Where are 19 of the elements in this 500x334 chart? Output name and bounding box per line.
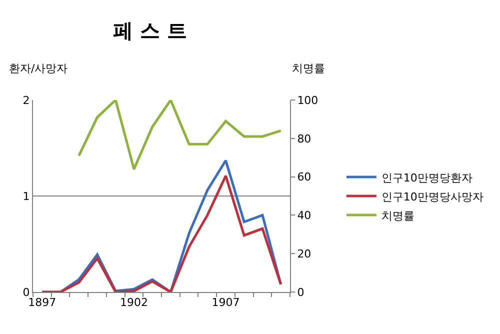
- y-tick-label: 1: [22, 190, 30, 203]
- y2-tick-label: 20: [297, 247, 312, 260]
- y2-tick-label: 40: [297, 209, 312, 222]
- y-tick-label: 0: [22, 286, 30, 299]
- y2-tick-label: 60: [297, 170, 312, 184]
- chart-title: 페 스 트: [113, 18, 187, 42]
- legend-label: 치명률: [381, 209, 414, 222]
- y2-tick-label: 0: [297, 286, 304, 299]
- legend-label: 인구10만명당환자: [381, 171, 472, 184]
- y2-tick-label: 80: [297, 132, 312, 146]
- y-tick-label: 2: [22, 94, 30, 107]
- x-tick-label: 1902: [120, 296, 148, 310]
- y2-axis-title: 치명률: [292, 62, 325, 75]
- legend-label: 인구10만명당사망자: [381, 190, 484, 204]
- x-tick-label: 1897: [28, 296, 56, 310]
- y-axis-title: 환자/사망자: [9, 62, 68, 75]
- line-series: [78, 100, 282, 170]
- x-tick-label: 1907: [212, 296, 240, 310]
- y2-tick-label: 100: [297, 94, 318, 107]
